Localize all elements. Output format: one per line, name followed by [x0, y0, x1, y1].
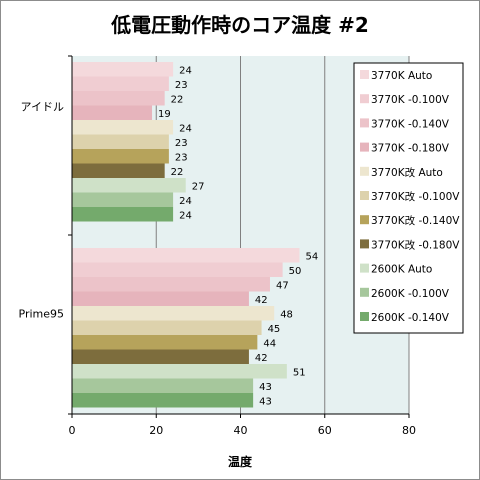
legend-swatch [360, 215, 369, 225]
bar-data-label: 23 [175, 80, 188, 91]
bar [72, 134, 169, 149]
legend-swatch [360, 239, 369, 249]
category-label: アイドル [21, 101, 64, 114]
chart-title: 低電圧動作時のコア温度 #2 [110, 13, 369, 37]
bar [72, 378, 254, 393]
legend-swatch [360, 166, 369, 176]
legend-swatch [360, 312, 369, 321]
legend-swatch [360, 142, 369, 152]
x-tick-label: 60 [318, 424, 332, 437]
bar-data-label: 48 [280, 309, 293, 320]
bar [72, 207, 174, 222]
legend-box [353, 62, 464, 334]
legend-label: 2600K Auto [371, 264, 432, 276]
x-tick-label: 40 [234, 424, 248, 437]
bar [72, 105, 153, 120]
x-tick-label: 80 [402, 424, 416, 437]
legend-label: 3770K -0.100V [371, 94, 450, 106]
bar [72, 320, 262, 335]
bar-data-label: 22 [171, 167, 184, 178]
legend-label: 3770K -0.140V [371, 118, 450, 130]
bar [72, 163, 165, 178]
legend-label: 2600K -0.140V [371, 312, 450, 324]
bar-data-label: 47 [276, 280, 289, 291]
bar [72, 335, 258, 350]
bar [72, 277, 270, 292]
bar-data-label: 44 [263, 338, 276, 349]
x-tick-label: 20 [149, 424, 163, 437]
bar-data-label: 43 [259, 382, 272, 393]
legend-swatch [360, 191, 369, 200]
bar [72, 91, 165, 106]
bar-data-label: 23 [175, 152, 188, 163]
bar [72, 262, 283, 277]
legend-swatch [360, 94, 369, 104]
bar [72, 76, 169, 91]
bar-data-label: 19 [158, 109, 171, 120]
bar [72, 364, 287, 379]
bar [72, 349, 249, 364]
bar-data-label: 24 [179, 210, 192, 221]
legend-label: 3770K改 -0.140V [371, 214, 460, 227]
legend-swatch [360, 118, 369, 128]
legend-swatch [360, 70, 369, 79]
legend-label: 3770K改 -0.180V [371, 238, 460, 251]
bar [72, 306, 275, 321]
legend-label: 3770K改 Auto [371, 166, 443, 179]
bar-data-label: 42 [255, 353, 268, 364]
legend-label: 2600K -0.100V [371, 288, 450, 300]
category-label: Prime95 [19, 308, 65, 321]
x-tick-label: 0 [69, 424, 76, 437]
legend-swatch [360, 287, 369, 297]
bar [72, 62, 174, 77]
legend-label: 3770K -0.180V [371, 143, 450, 155]
bar [72, 149, 169, 164]
legend-label: 3770K改 -0.100V [371, 190, 460, 203]
bar-data-label: 24 [179, 196, 192, 207]
bar-data-label: 23 [175, 138, 188, 149]
bar [72, 178, 186, 193]
bar-data-label: 50 [289, 266, 302, 277]
bar-data-label: 45 [268, 324, 281, 335]
bar [72, 192, 174, 207]
bar-data-label: 27 [192, 181, 205, 192]
bar-data-label: 43 [259, 396, 272, 407]
bar-data-label: 54 [305, 251, 318, 262]
bar-data-label: 22 [171, 94, 184, 105]
bar-data-label: 24 [179, 123, 192, 134]
bar [72, 120, 174, 135]
legend-swatch [360, 263, 369, 273]
x-axis-title: 温度 [228, 454, 253, 469]
bar [72, 393, 254, 408]
bar [72, 291, 249, 306]
legend-label: 3770K Auto [371, 70, 432, 82]
bar-data-label: 24 [179, 65, 192, 76]
bar-data-label: 51 [293, 367, 306, 378]
bar-data-label: 42 [255, 295, 268, 306]
bar [72, 248, 300, 263]
